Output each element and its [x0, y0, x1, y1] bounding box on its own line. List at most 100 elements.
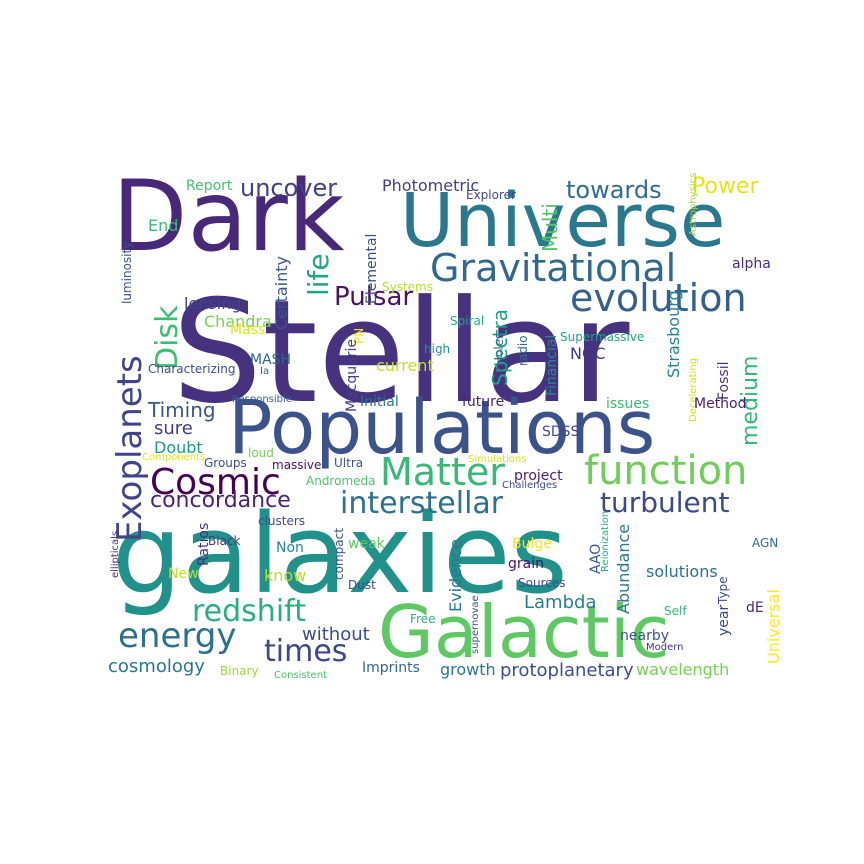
word: concordance	[150, 488, 291, 513]
word: Strasbourg	[664, 290, 683, 378]
word: towards	[566, 176, 662, 204]
word: energy	[118, 616, 236, 656]
word: supernovae	[470, 595, 481, 654]
word: MASH	[250, 352, 291, 368]
word: Gravitational	[430, 246, 676, 290]
word: AGN	[752, 536, 778, 550]
word: cosmology	[108, 656, 205, 677]
word: Binary	[220, 664, 259, 678]
word: lensing	[184, 294, 242, 313]
word: issues	[606, 396, 649, 412]
word: Cosmic	[150, 462, 281, 503]
word: turbulent	[600, 486, 730, 519]
word: Power	[692, 174, 759, 199]
word: high	[424, 342, 450, 356]
word: interstellar	[340, 486, 504, 521]
word: current	[376, 356, 434, 375]
word: Supermassive	[560, 330, 644, 344]
word: Spiral	[450, 314, 484, 328]
word: Mass	[230, 322, 265, 338]
word: Universal	[764, 589, 783, 664]
word: wavelength	[636, 660, 729, 679]
word: Groups	[204, 456, 247, 470]
word: nearby	[620, 628, 669, 644]
word: SDSS	[542, 424, 580, 440]
word: evolution	[570, 276, 747, 320]
word: Dark	[112, 160, 345, 274]
word: know	[264, 566, 306, 585]
word: Exoplanets	[110, 355, 150, 542]
word: Modern	[646, 642, 684, 653]
word: Reionization	[600, 511, 611, 572]
word: Self	[664, 604, 687, 618]
word: Certainty	[272, 256, 291, 330]
word: Simulations	[468, 454, 526, 465]
word: Imprints	[362, 660, 420, 676]
word: without	[302, 624, 370, 645]
word: dE	[746, 600, 764, 616]
word: Bulge	[512, 536, 552, 552]
word: AAO	[588, 544, 604, 574]
word: Doubt	[154, 438, 203, 457]
word: Decelerating	[688, 358, 699, 422]
word: uncover	[240, 174, 337, 202]
word: Financial	[544, 335, 560, 396]
word: redshift	[192, 594, 306, 629]
word: Systems	[382, 280, 433, 294]
word: ellipticals	[110, 531, 121, 578]
word: End	[148, 216, 178, 235]
word: life	[302, 253, 335, 296]
word: Sources	[518, 576, 565, 590]
word: protoplanetary	[500, 660, 634, 681]
word: Multi	[538, 203, 562, 252]
word: Lambda	[524, 592, 596, 613]
word: function	[584, 448, 747, 494]
word: Chandra	[204, 312, 272, 331]
word: Non	[276, 540, 304, 556]
word: Dust	[348, 578, 376, 592]
word: Pulsar	[334, 282, 413, 312]
word: Spectra	[488, 309, 512, 386]
word: medium	[738, 356, 763, 446]
word: Evidence	[446, 539, 465, 612]
word: Galactic	[378, 590, 669, 674]
word: loud	[248, 446, 274, 460]
word: project	[514, 468, 563, 484]
word: future	[462, 394, 504, 410]
word: Report	[186, 178, 233, 194]
word: Macquarie	[344, 339, 360, 412]
word: Characterizing	[148, 362, 235, 376]
word: grain	[508, 556, 544, 572]
word: compact	[332, 528, 346, 580]
word: Matter	[380, 450, 505, 494]
word: radio	[516, 335, 530, 366]
word: Components	[142, 452, 205, 463]
word: Method	[694, 396, 747, 412]
word: Abundance	[614, 524, 633, 614]
word: Ultra	[334, 456, 363, 470]
word: clusters	[258, 514, 305, 528]
word: Fossil	[716, 362, 732, 401]
word: Initial	[360, 394, 399, 410]
word: Ratios	[196, 523, 212, 566]
word: Stellar	[172, 270, 630, 435]
word: alpha	[732, 256, 771, 272]
word: Elemental	[364, 234, 380, 304]
word: weak	[348, 536, 386, 552]
word: Astrophysics	[688, 173, 699, 236]
word: Universe	[400, 178, 725, 264]
word: luminosity	[120, 242, 134, 304]
word: Andromeda	[306, 474, 376, 488]
word: NGC	[570, 344, 606, 363]
word: Explorer	[466, 188, 516, 202]
word: Free	[410, 612, 435, 626]
word: Ia	[260, 366, 269, 377]
word: massive	[272, 458, 321, 472]
word: Black	[208, 534, 241, 548]
word: Responsible	[232, 394, 292, 405]
word: PN	[352, 328, 366, 344]
word: solutions	[646, 562, 718, 581]
word: Timing	[147, 398, 216, 422]
word: Type	[716, 576, 730, 605]
